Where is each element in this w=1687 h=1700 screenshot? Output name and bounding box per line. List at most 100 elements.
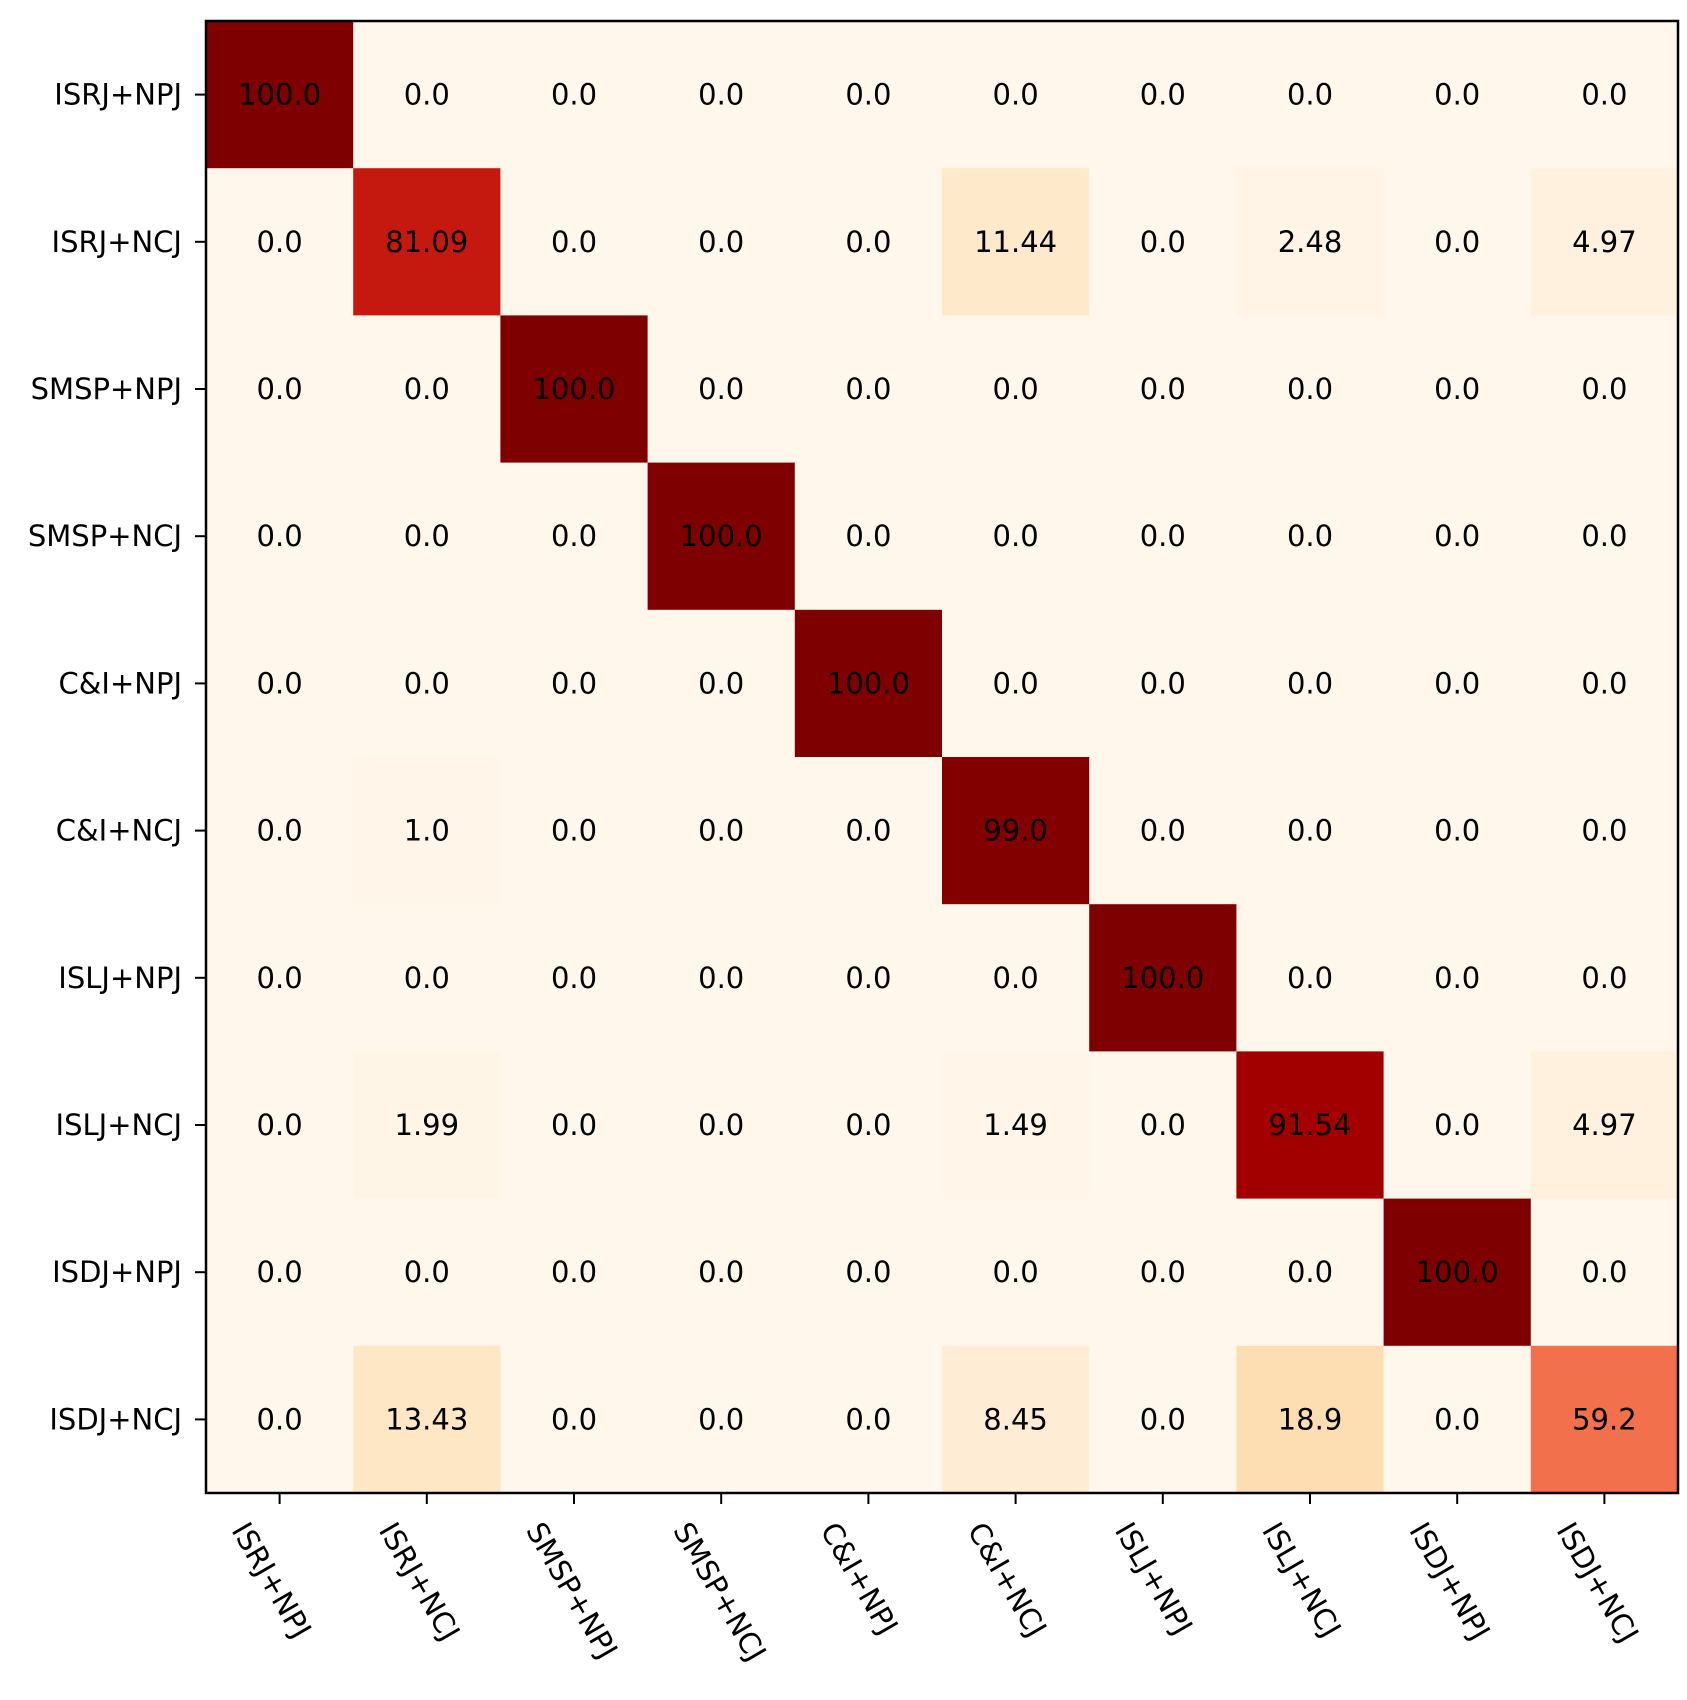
cell-isdj-npj-isdj-ncj: [1530, 1198, 1679, 1347]
cell-candi-ncj-smsp-ncj: [647, 757, 796, 905]
y-axis-ticks: ISRJ+NPJ ISRJ+NCJ SMSP+NPJ SMSP+NCJ C&I+NPJ C…: [28, 78, 206, 1436]
cell-candi-ncj-islj-ncj: [1236, 757, 1385, 905]
cell-value-label: 0.0: [1140, 519, 1186, 553]
cell-value-label: 0.0: [698, 814, 744, 848]
cell-value-label: 0.0: [845, 1108, 891, 1142]
cell-value-label: 0.0: [551, 225, 597, 259]
cell-smsp-ncj-islj-ncj: [1236, 462, 1385, 611]
cell-isrj-ncj-isdj-npj: [1383, 168, 1532, 316]
cell-value-label: 0.0: [845, 225, 891, 259]
cell-candi-npj-islj-npj: [1089, 609, 1237, 758]
cell-candi-ncj-isdj-ncj: [1530, 757, 1679, 905]
cell-isdj-npj-isrj-npj: [206, 1198, 354, 1347]
cell-value-label: 0.0: [698, 225, 744, 259]
cell-value-label: 0.0: [551, 1255, 597, 1289]
cell-islj-ncj-isdj-npj: [1383, 1051, 1532, 1200]
cell-isrj-npj-islj-ncj: [1236, 21, 1385, 169]
cell-value-label: 0.0: [1581, 78, 1627, 112]
cell-value-label: 0.0: [993, 666, 1039, 700]
cell-islj-npj-isrj-ncj: [353, 904, 501, 1052]
cell-value-label: 0.0: [257, 666, 303, 700]
cell-value-label: 0.0: [1287, 961, 1333, 995]
cell-isrj-npj-candi-npj: [794, 21, 943, 169]
cell-value-label: 100.0: [827, 666, 910, 700]
cell-value-label: 1.99: [395, 1108, 460, 1142]
cell-islj-ncj-isdj-ncj: [1530, 1051, 1679, 1200]
cell-candi-npj-isdj-ncj: [1530, 609, 1679, 758]
cell-value-label: 0.0: [993, 1255, 1039, 1289]
cell-islj-npj-candi-npj: [794, 904, 943, 1052]
cell-isrj-npj-isdj-ncj: [1530, 21, 1679, 169]
cell-islj-npj-smsp-ncj: [647, 904, 796, 1052]
cell-value-label: 0.0: [257, 519, 303, 553]
cell-smsp-ncj-candi-npj: [794, 462, 943, 611]
cell-isrj-ncj-isrj-npj: [206, 168, 354, 316]
cell-islj-npj-candi-ncj: [942, 904, 1090, 1052]
cell-value-label: 0.0: [1287, 519, 1333, 553]
cell-value-label: 0.0: [1581, 1255, 1627, 1289]
x-tick-label-smsp-ncj: SMSP+NCJ: [666, 1517, 773, 1667]
cell-candi-ncj-candi-ncj: [942, 757, 1090, 905]
cell-islj-ncj-smsp-ncj: [647, 1051, 796, 1200]
cell-isrj-npj-smsp-ncj: [647, 21, 796, 169]
cell-isrj-npj-isdj-npj: [1383, 21, 1532, 169]
cell-isdj-npj-smsp-ncj: [647, 1198, 796, 1347]
cell-candi-npj-isrj-npj: [206, 609, 354, 758]
cell-isdj-npj-isdj-npj: [1383, 1198, 1532, 1347]
cell-candi-ncj-isrj-npj: [206, 757, 354, 905]
cell-candi-ncj-isdj-npj: [1383, 757, 1532, 905]
cell-value-label: 100.0: [238, 78, 321, 112]
cell-value-label: 0.0: [845, 1402, 891, 1436]
cell-smsp-ncj-smsp-ncj: [647, 462, 796, 611]
x-tick-label-isdj-npj: ISDJ+NPJ: [1402, 1517, 1496, 1646]
cell-candi-npj-smsp-npj: [500, 609, 649, 758]
cell-value-label: 0.0: [257, 1255, 303, 1289]
cell-islj-ncj-isrj-ncj: [353, 1051, 501, 1200]
cell-value-label: 0.0: [257, 372, 303, 406]
cell-value-label: 0.0: [551, 961, 597, 995]
cell-value-label: 0.0: [1434, 961, 1480, 995]
cell-value-label: 0.0: [993, 961, 1039, 995]
cell-value-label: 0.0: [993, 78, 1039, 112]
cell-value-label: 0.0: [404, 1255, 450, 1289]
cell-isdj-ncj-smsp-ncj: [647, 1345, 796, 1494]
heatmap-value-labels: 100.0 0.0 0.0 0.0 0.0 0.0 0.0 0.0 0.0 0.0 0.0 81.09…: [238, 78, 1637, 1437]
cell-smsp-ncj-smsp-npj: [500, 462, 649, 611]
cell-value-label: 18.9: [1278, 1402, 1343, 1436]
cell-value-label: 0.0: [404, 78, 450, 112]
cell-smsp-ncj-isrj-npj: [206, 462, 354, 611]
cell-value-label: 0.0: [1140, 78, 1186, 112]
cell-value-label: 0.0: [551, 1108, 597, 1142]
cell-isrj-npj-islj-npj: [1089, 21, 1237, 169]
cell-value-label: 0.0: [1581, 372, 1627, 406]
cell-value-label: 100.0: [1416, 1255, 1499, 1289]
cell-candi-npj-isrj-ncj: [353, 609, 501, 758]
cell-value-label: 0.0: [257, 814, 303, 848]
cell-isdj-ncj-islj-ncj: [1236, 1345, 1385, 1494]
y-tick-label-isrj-npj: ISRJ+NPJ: [54, 78, 182, 112]
plot-frame: [204, 19, 1680, 1495]
cell-value-label: 1.49: [983, 1108, 1048, 1142]
x-tick-label-smsp-npj: SMSP+NPJ: [519, 1517, 624, 1665]
cell-islj-npj-smsp-npj: [500, 904, 649, 1052]
cell-value-label: 0.0: [1287, 1255, 1333, 1289]
cell-candi-ncj-isrj-ncj: [353, 757, 501, 905]
cell-value-label: 0.0: [993, 372, 1039, 406]
cell-islj-npj-islj-npj: [1089, 904, 1237, 1052]
cell-smsp-npj-isdj-ncj: [1530, 315, 1679, 464]
cell-value-label: 0.0: [845, 814, 891, 848]
cell-value-label: 91.54: [1268, 1108, 1351, 1142]
cell-value-label: 0.0: [1434, 814, 1480, 848]
x-tick-label-isrj-ncj: ISRJ+NCJ: [372, 1517, 467, 1647]
cell-value-label: 0.0: [551, 666, 597, 700]
cell-value-label: 0.0: [257, 1108, 303, 1142]
x-tick-label-islj-npj: ISLJ+NPJ: [1108, 1517, 1199, 1641]
cell-value-label: 0.0: [1434, 1402, 1480, 1436]
cell-value-label: 0.0: [1140, 814, 1186, 848]
cell-value-label: 0.0: [551, 519, 597, 553]
cell-candi-ncj-candi-npj: [794, 757, 943, 905]
cell-value-label: 0.0: [1434, 666, 1480, 700]
cell-value-label: 0.0: [1287, 372, 1333, 406]
cell-value-label: 2.48: [1278, 225, 1343, 259]
cell-value-label: 0.0: [1581, 519, 1627, 553]
